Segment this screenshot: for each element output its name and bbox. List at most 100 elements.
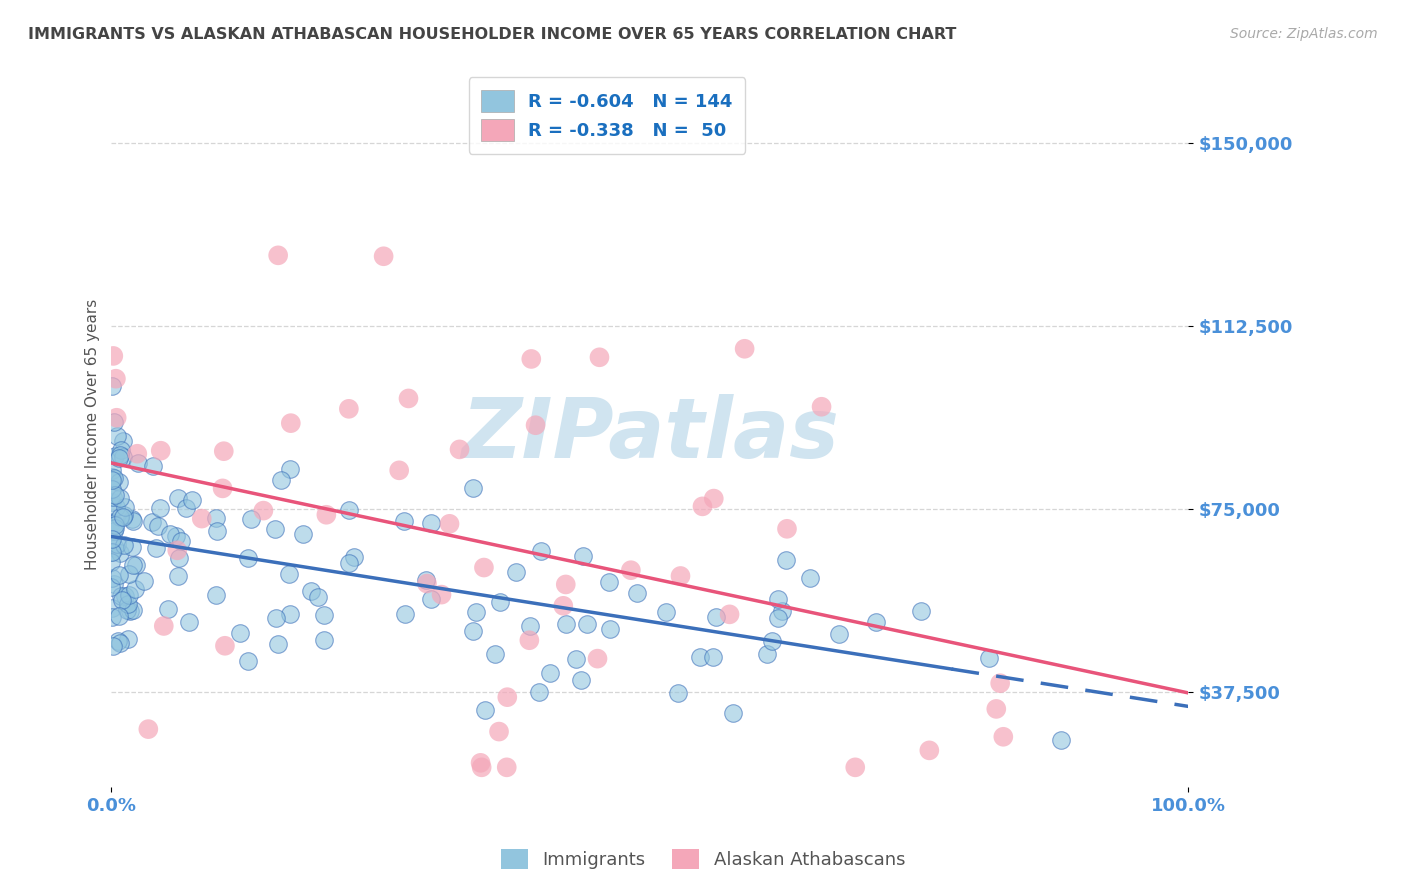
Point <box>415 573 437 587</box>
Point <box>104 541 127 555</box>
Point <box>100 533 122 547</box>
Point <box>828 626 851 640</box>
Point <box>553 599 575 613</box>
Point <box>292 527 315 541</box>
Point <box>136 722 159 736</box>
Point <box>766 611 789 625</box>
Point <box>337 401 360 416</box>
Point <box>111 450 134 465</box>
Point <box>121 540 143 554</box>
Point <box>766 592 789 607</box>
Point <box>169 534 191 549</box>
Point <box>114 500 136 515</box>
Point <box>655 605 678 619</box>
Point <box>530 544 553 558</box>
Point <box>111 509 134 524</box>
Point <box>205 588 228 602</box>
Point <box>865 615 887 629</box>
Point <box>112 508 135 522</box>
Point <box>844 760 866 774</box>
Point <box>141 515 163 529</box>
Point <box>993 730 1015 744</box>
Point <box>770 604 793 618</box>
Point <box>108 509 131 524</box>
Point <box>145 541 167 556</box>
Point <box>110 590 132 604</box>
Point <box>307 590 329 604</box>
Point <box>112 539 135 553</box>
Point <box>159 526 181 541</box>
Point <box>115 603 138 617</box>
Point <box>118 567 141 582</box>
Point <box>337 503 360 517</box>
Point <box>755 648 778 662</box>
Point <box>100 601 122 615</box>
Point <box>125 558 148 573</box>
Point <box>127 456 149 470</box>
Point <box>398 392 420 406</box>
Point <box>100 473 122 487</box>
Point <box>718 607 741 622</box>
Point <box>100 482 122 496</box>
Point <box>179 615 201 630</box>
Point <box>121 512 143 526</box>
Point <box>107 609 129 624</box>
Point <box>620 563 643 577</box>
Point <box>107 451 129 466</box>
Point <box>461 481 484 495</box>
Point <box>114 589 136 603</box>
Point <box>520 351 543 366</box>
Point <box>495 760 517 774</box>
Point <box>110 448 132 462</box>
Point <box>205 524 228 538</box>
Point <box>505 565 527 579</box>
Point <box>100 609 122 624</box>
Point <box>343 550 366 565</box>
Point <box>166 543 188 558</box>
Point <box>211 482 233 496</box>
Point <box>420 591 443 606</box>
Point <box>103 516 125 530</box>
Point <box>181 493 204 508</box>
Point <box>205 510 228 524</box>
Text: ZIPatlas: ZIPatlas <box>461 394 839 475</box>
Point <box>315 508 337 522</box>
Point <box>104 517 127 532</box>
Point <box>416 576 439 591</box>
Point <box>105 429 128 443</box>
Point <box>519 619 541 633</box>
Point <box>103 471 125 485</box>
Point <box>461 624 484 639</box>
Point <box>918 743 941 757</box>
Point <box>776 522 799 536</box>
Point <box>979 650 1001 665</box>
Point <box>166 529 188 543</box>
Point <box>472 560 495 574</box>
Point <box>910 605 932 619</box>
Point <box>100 470 122 484</box>
Point <box>121 558 143 573</box>
Point <box>278 461 301 475</box>
Point <box>101 571 124 585</box>
Point <box>439 516 461 531</box>
Point <box>122 603 145 617</box>
Point <box>373 249 395 263</box>
Point <box>388 463 411 477</box>
Point <box>267 248 290 262</box>
Point <box>572 549 595 564</box>
Point <box>554 577 576 591</box>
Y-axis label: Householder Income Over 65 years: Householder Income Over 65 years <box>86 299 100 570</box>
Point <box>734 342 756 356</box>
Point <box>280 416 302 430</box>
Point <box>430 588 453 602</box>
Point <box>117 632 139 647</box>
Text: IMMIGRANTS VS ALASKAN ATHABASCAN HOUSEHOLDER INCOME OVER 65 YEARS CORRELATION CH: IMMIGRANTS VS ALASKAN ATHABASCAN HOUSEHO… <box>28 27 956 42</box>
Point <box>517 633 540 648</box>
Point <box>278 607 301 621</box>
Point <box>598 574 620 589</box>
Point <box>986 702 1008 716</box>
Point <box>721 706 744 721</box>
Point <box>799 571 821 585</box>
Point <box>229 626 252 640</box>
Point <box>111 592 134 607</box>
